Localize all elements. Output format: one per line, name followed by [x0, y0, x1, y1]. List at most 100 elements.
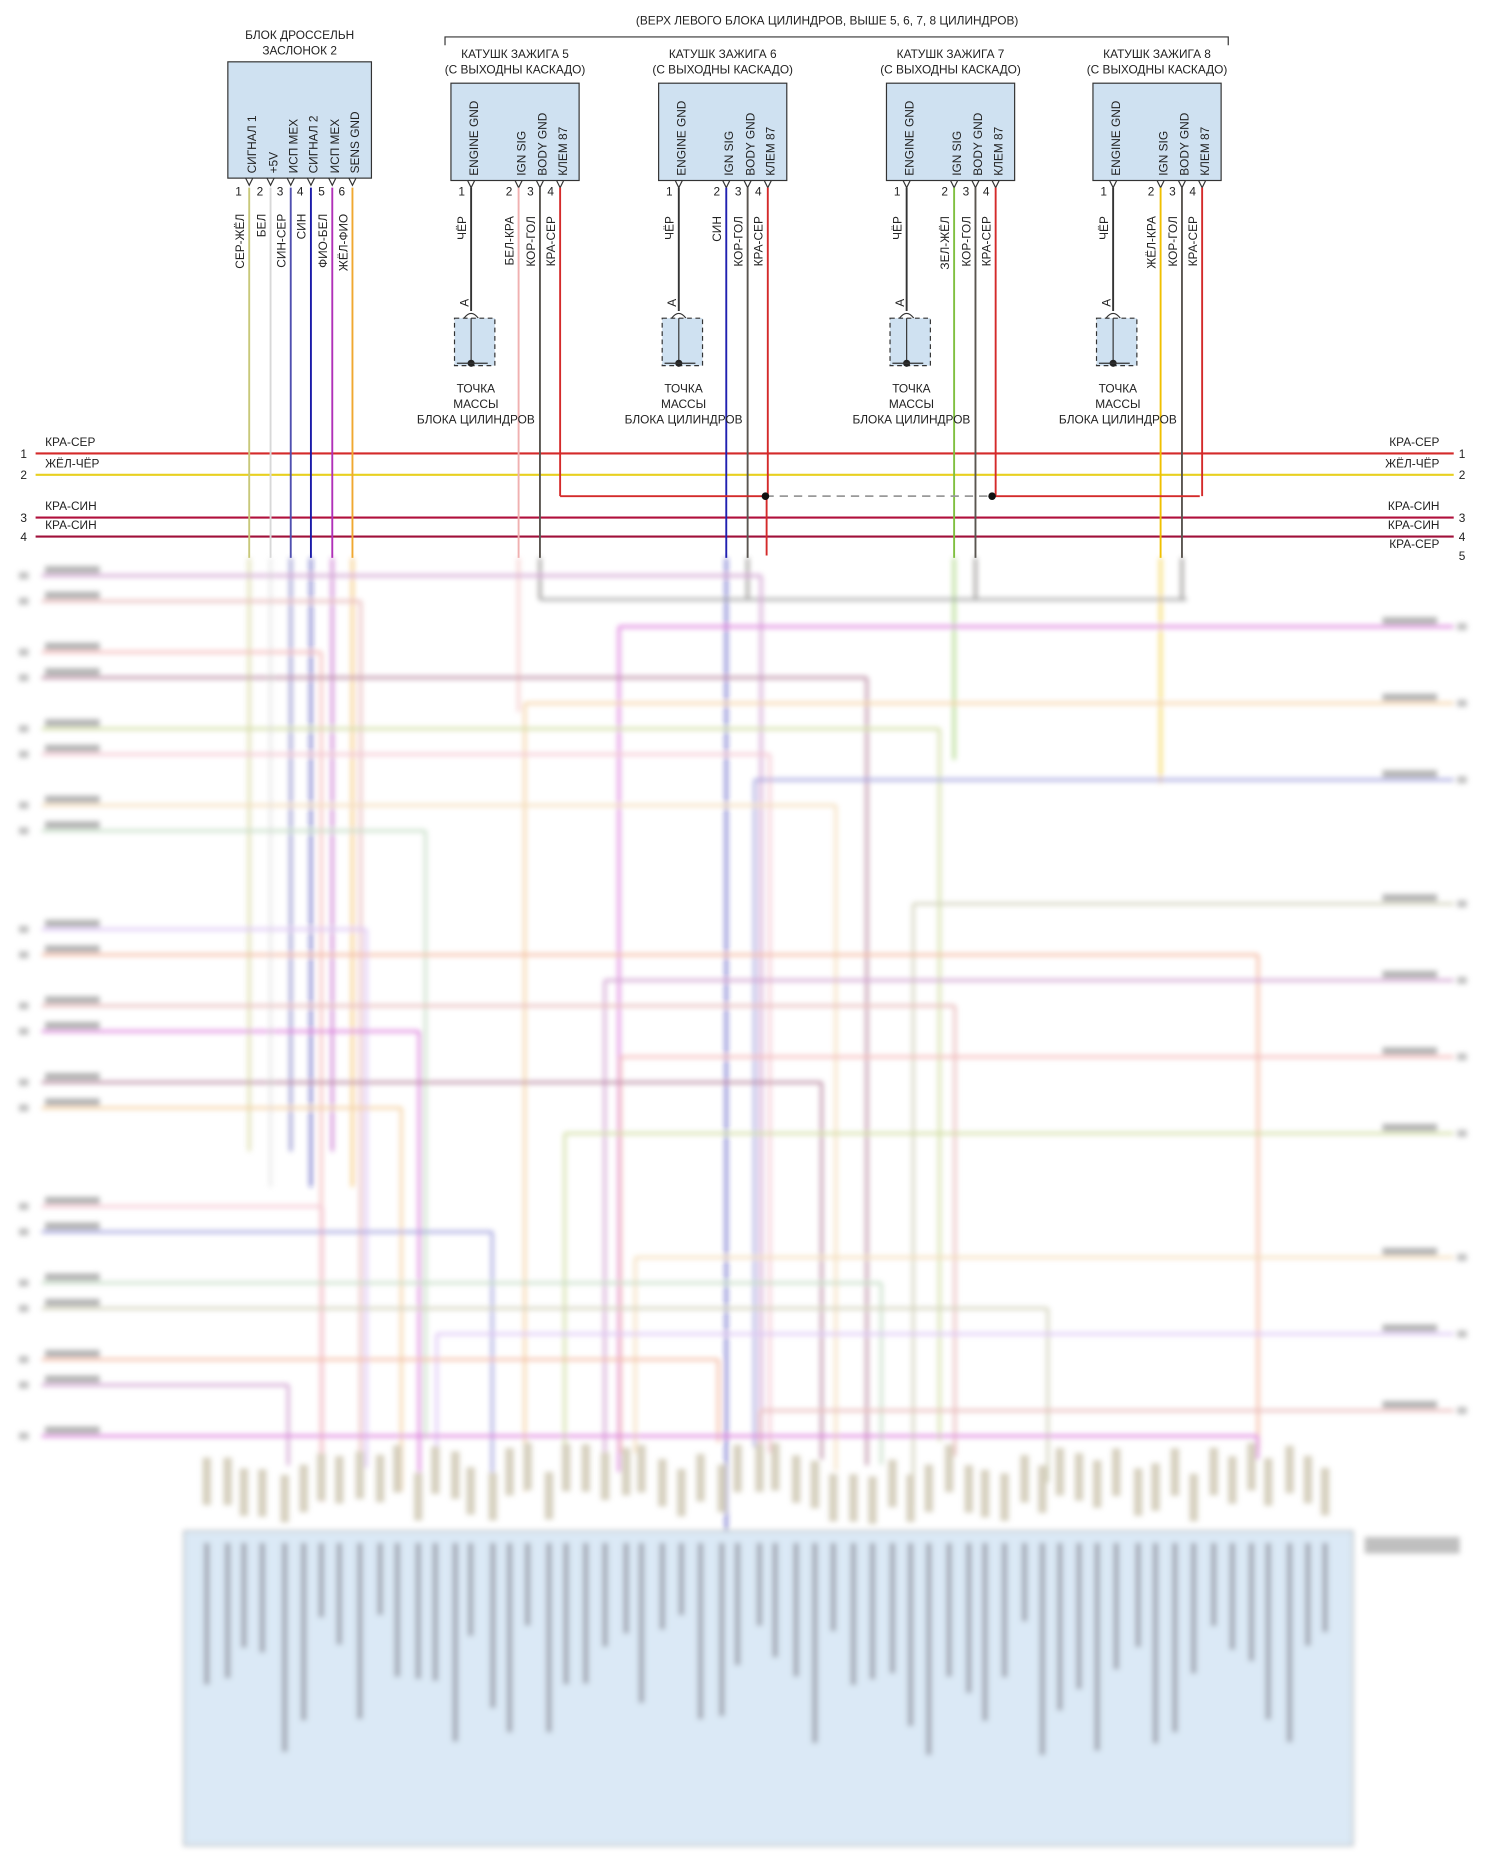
ecu-pin-label	[300, 1542, 307, 1721]
pin-number: 3	[963, 185, 970, 199]
connector-symbol	[1105, 312, 1121, 319]
ecu-pin-label	[336, 1542, 343, 1645]
label-smudge	[45, 821, 100, 829]
ecu-pin-label	[1190, 1542, 1197, 1674]
vertical-label: СЕР-ЖЁЛ	[233, 214, 247, 269]
pin-number: 1	[666, 185, 673, 199]
pin-number: 4	[297, 185, 304, 199]
pin-number: 6	[338, 185, 345, 199]
num-smudge	[18, 1104, 29, 1112]
ecu-pin	[637, 1445, 646, 1493]
num-smudge	[1457, 1406, 1467, 1415]
ecu-pin-label	[240, 1542, 247, 1648]
ecu-pin-label	[638, 1542, 645, 1703]
vertical-label: BODY GND	[743, 113, 757, 176]
ecu-pin-label	[281, 1542, 288, 1752]
label-smudge	[45, 795, 100, 803]
pin-number: 2	[506, 185, 513, 199]
ecu-pin	[1285, 1445, 1294, 1494]
ecu-pin-label	[623, 1542, 630, 1634]
num-smudge	[1457, 976, 1467, 984]
vertical-label: IGN SIG	[1156, 131, 1170, 176]
component-title: КАТУШК ЗАЖИГА 5	[461, 47, 569, 61]
coil-box	[658, 82, 788, 182]
component-title: (С ВЫХОДНЫ КАСКАДО)	[445, 62, 586, 76]
bus-label: ЖЁЛ-ЧЁР	[1385, 456, 1439, 470]
ecu-pin-label	[452, 1542, 459, 1742]
component-title: КАТУШК ЗАЖИГА 6	[669, 47, 777, 61]
num-smudge	[18, 827, 29, 835]
ecu-pin	[771, 1443, 780, 1491]
ecu-title-smudge	[1364, 1536, 1460, 1554]
ecu-pin	[829, 1473, 838, 1522]
pin-number: 1	[1100, 185, 1107, 199]
vertical-label: КЛЕМ 87	[764, 127, 778, 176]
ecu-pin	[239, 1468, 249, 1516]
label-smudge	[1382, 770, 1438, 778]
ecu-pin-label	[1056, 1542, 1063, 1711]
num-smudge	[18, 1355, 29, 1364]
label-smudge	[1382, 617, 1438, 625]
vertical-label: КОР-ГОЛ	[959, 216, 973, 267]
ecu-pin	[964, 1465, 973, 1513]
pin-number: 3	[277, 185, 284, 199]
ecu-pin	[755, 1444, 764, 1492]
ecu-pin	[202, 1457, 211, 1506]
ecu-pin	[299, 1464, 308, 1513]
ecu-pin	[355, 1451, 365, 1499]
num-smudge	[18, 648, 29, 656]
ground-label: БЛОКА ЦИЛИНДРОВ	[1059, 412, 1177, 426]
num-smudge	[18, 1381, 29, 1389]
vertical-label: СИГНАЛ 2	[307, 115, 321, 173]
vertical-label: СИН-СЕР	[275, 214, 289, 268]
ecu-pin-label	[356, 1542, 363, 1720]
label-smudge	[45, 1021, 100, 1029]
ecu-pin-label	[1135, 1542, 1142, 1648]
ecu-pin-label	[718, 1542, 725, 1717]
bus-number: 2	[1459, 468, 1466, 482]
label-smudge	[45, 919, 100, 927]
bracket	[444, 36, 1229, 46]
ground-box	[453, 317, 496, 367]
label-smudge	[45, 1196, 100, 1205]
ecu-pin	[717, 1464, 726, 1513]
num-smudge	[1457, 623, 1467, 631]
ecu-pin	[1093, 1460, 1102, 1508]
num-smudge	[18, 750, 29, 758]
ecu-pin	[924, 1464, 933, 1513]
ecu-pin	[466, 1467, 475, 1515]
num-smudge	[18, 801, 29, 809]
vertical-label: IGN SIG	[950, 131, 964, 176]
splice	[761, 492, 770, 500]
pin	[348, 177, 357, 187]
label-smudge	[45, 591, 100, 599]
ecu-pin	[1151, 1463, 1160, 1511]
pin-number: 4	[547, 185, 554, 199]
vertical-label: ENGINE GND	[674, 101, 688, 176]
bus-number: 3	[20, 511, 27, 525]
ecu-pin	[1170, 1448, 1180, 1496]
vertical-label: СИН	[295, 214, 309, 240]
bus-number: 1	[20, 447, 27, 461]
ecu-pin-label	[1304, 1542, 1311, 1646]
vertical-label: ФИО-БЕЛ	[316, 214, 330, 268]
num-smudge	[18, 572, 29, 580]
component-title: КАТУШК ЗАЖИГА 7	[897, 47, 1005, 61]
ecu-pin-label	[318, 1542, 325, 1618]
num-smudge	[18, 1202, 29, 1210]
ecu-pin	[488, 1472, 497, 1521]
pin	[328, 177, 337, 187]
vertical-label: A	[893, 299, 907, 307]
component-title: (С ВЫХОДНЫ КАСКАДО)	[880, 62, 1021, 76]
pin-number: 2	[713, 185, 720, 199]
vertical-label: КРА-СЕР	[1186, 216, 1200, 266]
ecu-pin	[868, 1476, 877, 1524]
blurred-area	[18, 557, 1467, 1847]
bus-label: КРА-СЕР	[45, 435, 95, 449]
num-smudge	[1457, 699, 1467, 707]
pin-number: 3	[1169, 185, 1176, 199]
label-smudge	[45, 1375, 100, 1383]
ground-label: МАССЫ	[1095, 397, 1140, 411]
label-smudge	[45, 719, 100, 727]
